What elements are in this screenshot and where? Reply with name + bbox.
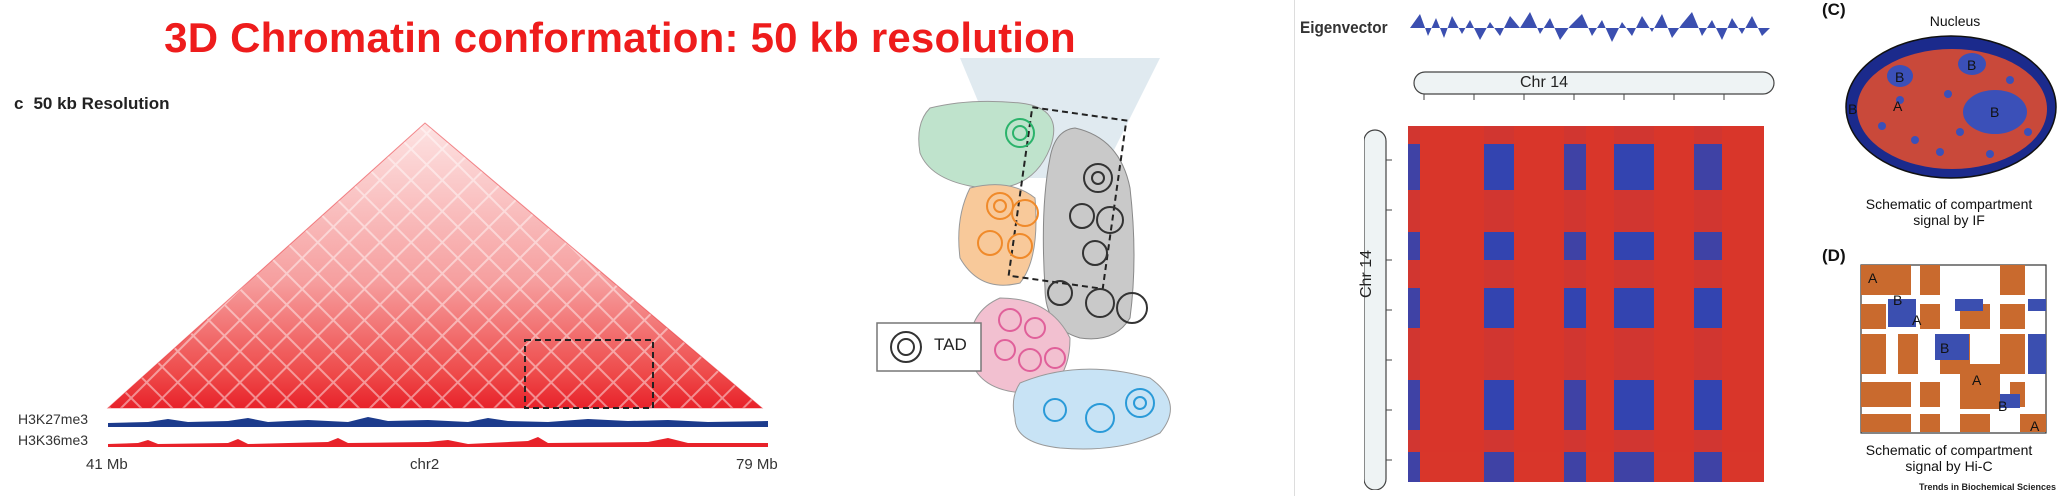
panel-D-caption-line1: Schematic of compartment: [1865, 442, 2033, 458]
chrom-top-label: Chr 14: [1520, 74, 1569, 91]
panel-D-caption-line2: signal by Hi-C: [1905, 458, 1993, 474]
panel-C-caption-line2: signal by IF: [1913, 212, 1985, 228]
tad-3d-diagram: [918, 58, 1171, 450]
nucleus-label-B1: B: [1895, 69, 1905, 85]
tad-legend-label: TAD: [934, 335, 967, 354]
nucleus-label-B2: B: [1967, 57, 1977, 73]
hic-diag-label-2: A: [1912, 312, 1922, 328]
journal-credit: Trends in Biochemical Sciences: [1918, 482, 2056, 492]
hic-triangle-heatmap: [106, 122, 764, 409]
nucleus-label: Nucleus: [1929, 13, 1981, 29]
hic-diag-label-4: A: [1972, 372, 1982, 388]
panel-c-letter: c: [14, 94, 24, 113]
axis-chrom-label: chr2: [410, 456, 440, 473]
panel-C-caption: Schematic of compartment signal by IF: [1840, 196, 2058, 228]
slide-title: 3D Chromatin conformation: 50 kb resolut…: [164, 14, 1076, 61]
hic-diag-label-5: B: [1998, 398, 2008, 414]
hic-diag-label-1: B: [1893, 292, 1903, 308]
hic-diag-label-3: B: [1940, 340, 1950, 356]
hic-diag-label-6: A: [2030, 418, 2040, 434]
nucleus-label-B4: B: [1848, 101, 1858, 117]
chip-tracks: [108, 417, 768, 447]
track-label-h3k27me3: H3K27me3: [18, 411, 89, 427]
eigenvector-track: [1410, 12, 1770, 42]
hic-schematic-matrix: [1860, 264, 2047, 434]
hic-diag-label-0: A: [1868, 270, 1878, 286]
hic-eigen-heatmap: [1364, 71, 1775, 490]
panel-C-caption-line1: Schematic of compartment: [1865, 196, 2033, 212]
nucleus-diagram: [1845, 35, 2057, 179]
tad-legend: [876, 322, 982, 372]
panel-divider: [1294, 0, 1295, 496]
panel-C-letter: (C): [1822, 0, 1846, 19]
axis-end-label: 79 Mb: [736, 456, 778, 473]
eigenvector-label: Eigenvector: [1300, 18, 1388, 37]
track-label-h3k36me3: H3K36me3: [18, 432, 89, 448]
axis-start-label: 41 Mb: [86, 456, 128, 473]
panel-c-title: 50 kb Resolution: [33, 94, 170, 113]
nucleus-label-A: A: [1893, 98, 1903, 114]
nucleus-label-B3: B: [1990, 104, 2000, 120]
panel-D-caption: Schematic of compartment signal by Hi-C: [1840, 442, 2058, 474]
panel-D-letter: (D): [1822, 246, 1846, 265]
panel-c-heading: c 50 kb Resolution: [14, 94, 170, 114]
chrom-left-label: Chr 14: [1358, 249, 1375, 298]
